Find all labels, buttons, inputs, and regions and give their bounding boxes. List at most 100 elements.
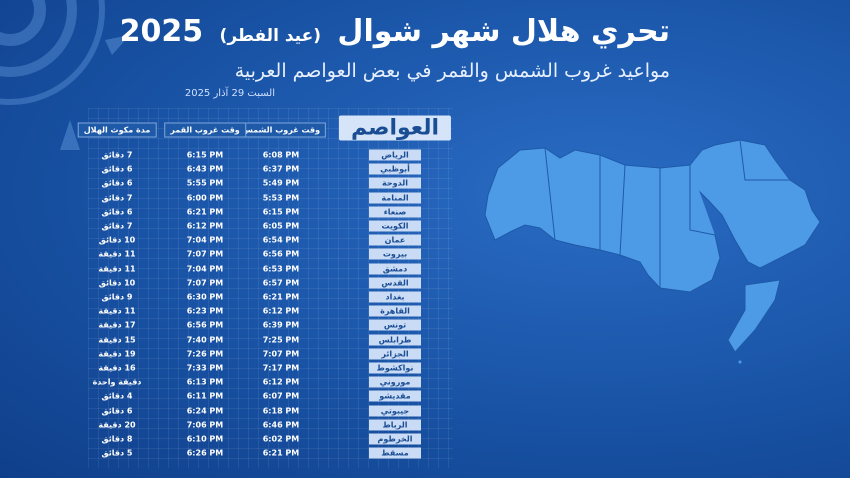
capital: القاهرة	[369, 305, 421, 317]
moonset-time: 6:10 PM	[186, 434, 224, 444]
duration: 16 دقيقة	[98, 363, 136, 373]
duration: 7 دقائق	[101, 193, 133, 203]
sunset-time: 7:25 PM	[262, 335, 300, 345]
duration: 15 دقيقة	[98, 335, 136, 345]
capital: الخرطوم	[369, 433, 421, 445]
occasion: (عيد الفطر)	[219, 26, 321, 46]
duration: 7 دقائق	[101, 150, 133, 160]
sunset-time: 6:46 PM	[262, 420, 300, 430]
year: 2025	[119, 14, 204, 49]
sunset-time: 6:12 PM	[262, 306, 300, 316]
moonset-time: 6:00 PM	[186, 193, 224, 203]
duration: دقيقة واحدة	[92, 377, 142, 387]
capital: بغداد	[369, 291, 421, 303]
title-block: تحري هلال شهر شوال (عيد الفطر) 2025	[120, 14, 670, 49]
moonset-time: 6:15 PM	[186, 150, 224, 160]
capital: بيروت	[369, 248, 421, 260]
duration: 17 دقيقة	[98, 320, 136, 330]
moonset-time: 6:56 PM	[186, 320, 224, 330]
sunset-time: 6:57 PM	[262, 278, 300, 288]
moonset-time: 7:33 PM	[186, 363, 224, 373]
sunset-time: 6:54 PM	[262, 235, 300, 245]
subtitle: مواعيد غروب الشمس والقمر في بعض العواصم …	[234, 60, 670, 82]
column-header: مدة مكوث الهلال	[77, 122, 157, 138]
sunset-time: 6:21 PM	[262, 292, 300, 302]
moonset-time: 7:04 PM	[186, 235, 224, 245]
moonset-time: 5:55 PM	[186, 178, 224, 188]
moonset-time: 7:26 PM	[186, 349, 224, 359]
capital: الرباط	[369, 419, 421, 431]
moonset-time: 7:07 PM	[186, 249, 224, 259]
moonset-time: 6:43 PM	[186, 164, 224, 174]
capital: جيبوتي	[369, 405, 421, 417]
duration: 10 دقائق	[98, 235, 136, 245]
sunset-time: 6:56 PM	[262, 249, 300, 259]
sunset-time: 5:49 PM	[262, 178, 300, 188]
moonset-time: 7:07 PM	[186, 278, 224, 288]
capital: طرابلس	[369, 334, 421, 346]
capital: صنعاء	[369, 206, 421, 218]
capital: عمان	[369, 234, 421, 246]
duration: 11 دقيقة	[98, 264, 136, 274]
sunset-time: 6:12 PM	[262, 377, 300, 387]
sunset-time: 6:39 PM	[262, 320, 300, 330]
duration: 11 دقيقة	[98, 249, 136, 259]
capital: الرياض	[369, 149, 421, 161]
duration: 6 دقائق	[101, 178, 133, 188]
date: السبت 29 آذار 2025	[184, 88, 275, 99]
capital: القدس	[369, 277, 421, 289]
moonset-time: 6:26 PM	[186, 448, 224, 458]
sunset-time: 6:18 PM	[262, 406, 300, 416]
moonset-time: 6:30 PM	[186, 292, 224, 302]
moonset-time: 6:23 PM	[186, 306, 224, 316]
capital: نواكشوط	[369, 362, 421, 374]
sunset-time: 6:05 PM	[262, 221, 300, 231]
moonset-time: 7:40 PM	[186, 335, 224, 345]
moonset-time: 6:13 PM	[186, 377, 224, 387]
duration: 7 دقائق	[101, 221, 133, 231]
capital: مسقط	[369, 447, 421, 459]
column-header: وقت غروب القمر	[164, 122, 246, 138]
sunset-time: 6:07 PM	[262, 391, 300, 401]
capital: الدوحة	[369, 177, 421, 189]
duration: 6 دقائق	[101, 406, 133, 416]
moonset-time: 7:04 PM	[186, 264, 224, 274]
capital: الجزائر	[369, 348, 421, 360]
moonset-time: 6:24 PM	[186, 406, 224, 416]
sunset-time: 6:15 PM	[262, 207, 300, 217]
duration: 20 دقيقة	[98, 420, 136, 430]
sunset-time: 5:53 PM	[262, 193, 300, 203]
duration: 10 دقائق	[98, 278, 136, 288]
moonset-time: 6:12 PM	[186, 221, 224, 231]
sunset-time: 6:02 PM	[262, 434, 300, 444]
sunset-time: 7:07 PM	[262, 349, 300, 359]
column-header: العواصم	[338, 115, 452, 141]
duration: 6 دقائق	[101, 207, 133, 217]
column-header: وقت غروب الشمس	[235, 122, 327, 138]
sunset-time: 6:21 PM	[262, 448, 300, 458]
moonset-time: 7:06 PM	[186, 420, 224, 430]
capital: تونس	[369, 319, 421, 331]
duration: 6 دقائق	[101, 164, 133, 174]
duration: 8 دقائق	[101, 434, 133, 444]
duration: 5 دقائق	[101, 448, 133, 458]
duration: 4 دقائق	[101, 391, 133, 401]
capital: الكويت	[369, 220, 421, 232]
capital: دمشق	[369, 263, 421, 275]
duration: 11 دقيقة	[98, 306, 136, 316]
capital: أبوظبي	[369, 163, 421, 175]
capital: المنامة	[369, 192, 421, 204]
sunset-time: 6:53 PM	[262, 264, 300, 274]
duration: 9 دقائق	[101, 292, 133, 302]
capital: مقديشو	[369, 390, 421, 402]
moonset-time: 6:21 PM	[186, 207, 224, 217]
duration: 19 دقيقة	[98, 349, 136, 359]
sunset-time: 7:17 PM	[262, 363, 300, 373]
moonset-time: 6:11 PM	[186, 391, 224, 401]
sunset-time: 6:08 PM	[262, 150, 300, 160]
capital: موروني	[369, 376, 421, 388]
sunset-time: 6:37 PM	[262, 164, 300, 174]
